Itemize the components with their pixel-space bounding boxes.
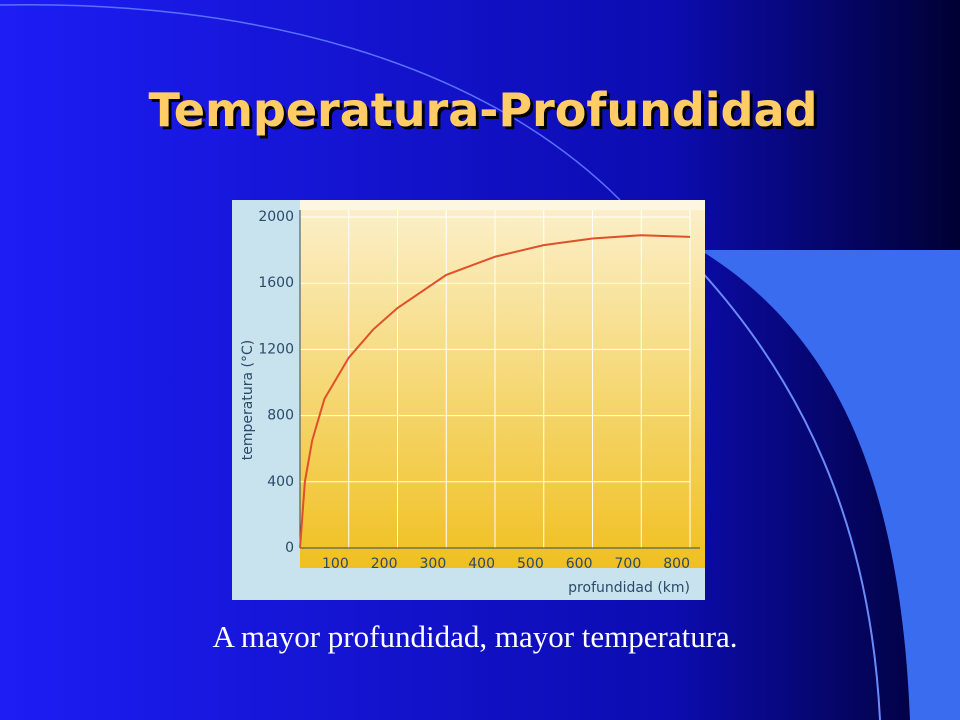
data-line: [299, 234, 691, 549]
axis-panel: [300, 568, 705, 600]
x-tick-label: 800: [663, 556, 690, 572]
x-tick-label: 400: [468, 556, 495, 572]
x-tick-label: 200: [371, 556, 398, 572]
y-tick-label: 400: [267, 474, 294, 490]
x-tick-label: 600: [566, 556, 593, 572]
caption: A mayor profundidad, mayor temperatura.: [212, 619, 737, 654]
y-axis-label: temperatura (°C): [240, 340, 256, 460]
axis-panel: [232, 200, 300, 600]
x-axis-label: profundidad (km): [568, 580, 690, 596]
y-tick-label: 0: [285, 540, 294, 556]
decor-line: [699, 269, 881, 720]
plot-area: [300, 210, 705, 568]
slide-title: Temperatura-Profundidad: [149, 83, 818, 137]
x-tick-label: 300: [420, 556, 447, 572]
y-tick-label: 800: [267, 408, 294, 424]
x-tick-label: 100: [322, 556, 349, 572]
y-tick-label: 1600: [258, 275, 294, 291]
decor-line: [0, 3, 621, 201]
x-tick-label: 700: [615, 556, 642, 572]
x-tick-label: 500: [517, 556, 544, 572]
decor-shape: [700, 250, 960, 720]
y-tick-label: 1200: [258, 341, 294, 357]
y-tick-label: 2000: [258, 209, 294, 225]
